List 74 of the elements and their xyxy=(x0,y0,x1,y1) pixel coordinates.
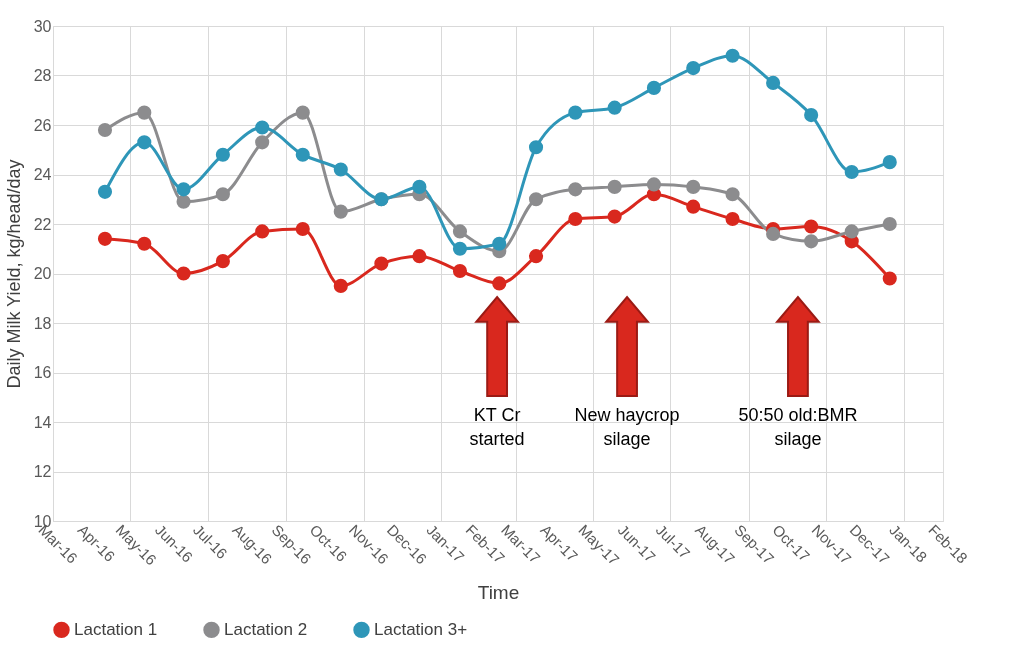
point xyxy=(452,224,468,239)
point xyxy=(607,209,622,224)
point xyxy=(215,187,230,202)
y-tick-label: 26 xyxy=(33,116,52,134)
point xyxy=(882,155,897,170)
point xyxy=(255,135,270,150)
y-tick-label: 14 xyxy=(33,413,52,431)
point xyxy=(725,187,740,202)
point xyxy=(137,105,152,120)
point xyxy=(844,224,859,239)
point xyxy=(646,177,662,192)
point xyxy=(412,249,427,264)
point xyxy=(766,226,781,241)
annotation: 50:50 old:BMR silage xyxy=(738,405,858,450)
y-axis-title: Daily Milk Yield, kg/head/day xyxy=(3,159,24,389)
annotation: New haycrop silage xyxy=(574,405,680,450)
y-tick-label: 18 xyxy=(33,314,52,332)
point xyxy=(528,249,544,264)
point xyxy=(646,80,662,95)
legend-label: Lactation 3+ xyxy=(374,619,468,639)
point xyxy=(568,211,583,227)
point xyxy=(333,204,348,219)
y-tick-label: 22 xyxy=(33,215,52,233)
y-tick-label: 12 xyxy=(33,463,52,480)
annotation: KT Cr started xyxy=(469,405,525,450)
point xyxy=(528,192,544,207)
x-axis-title: Time xyxy=(477,582,520,603)
point xyxy=(215,147,230,162)
point xyxy=(844,164,859,180)
point xyxy=(882,216,897,232)
point xyxy=(412,179,427,194)
point xyxy=(176,194,191,209)
point xyxy=(766,75,781,90)
point xyxy=(295,105,310,120)
point xyxy=(452,241,468,256)
point xyxy=(804,108,819,123)
y-tick-label: 30 xyxy=(33,17,52,35)
y-tick-label: 28 xyxy=(33,67,52,84)
point xyxy=(255,120,270,135)
point xyxy=(97,184,113,199)
point xyxy=(333,278,348,293)
point xyxy=(176,266,191,281)
point xyxy=(607,179,622,194)
point xyxy=(374,256,389,271)
point xyxy=(492,276,507,291)
point xyxy=(568,105,583,120)
point xyxy=(686,179,701,194)
point xyxy=(882,271,897,286)
point xyxy=(725,48,740,63)
y-tick-label: 16 xyxy=(33,364,52,381)
point xyxy=(295,221,310,237)
point xyxy=(804,234,819,249)
point xyxy=(97,122,113,138)
point xyxy=(215,254,230,269)
point xyxy=(452,263,468,279)
point xyxy=(176,182,191,197)
point xyxy=(804,219,819,234)
point xyxy=(607,100,622,115)
point xyxy=(97,231,113,246)
point xyxy=(137,135,152,150)
point xyxy=(725,211,740,227)
point xyxy=(295,147,310,162)
point xyxy=(255,224,270,239)
point xyxy=(137,236,152,251)
point xyxy=(492,236,507,251)
point xyxy=(568,182,583,197)
y-tick-label: 20 xyxy=(33,265,52,282)
point xyxy=(333,162,348,177)
point xyxy=(686,61,701,76)
y-tick-label: 24 xyxy=(33,166,52,183)
point xyxy=(686,199,701,214)
point xyxy=(528,140,544,155)
legend-label: Lactation 1 xyxy=(74,619,158,639)
legend-label: Lactation 2 xyxy=(224,619,308,639)
